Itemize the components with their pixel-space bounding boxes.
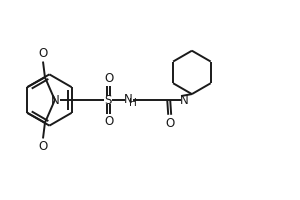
Text: O: O [38,47,48,60]
Text: N: N [123,93,132,106]
Text: N: N [180,94,188,106]
Text: N: N [50,94,59,106]
Text: O: O [104,115,113,128]
Text: O: O [104,72,113,85]
Text: O: O [166,117,175,130]
Text: H: H [129,98,137,108]
Text: S: S [104,94,112,106]
Text: O: O [38,140,48,153]
